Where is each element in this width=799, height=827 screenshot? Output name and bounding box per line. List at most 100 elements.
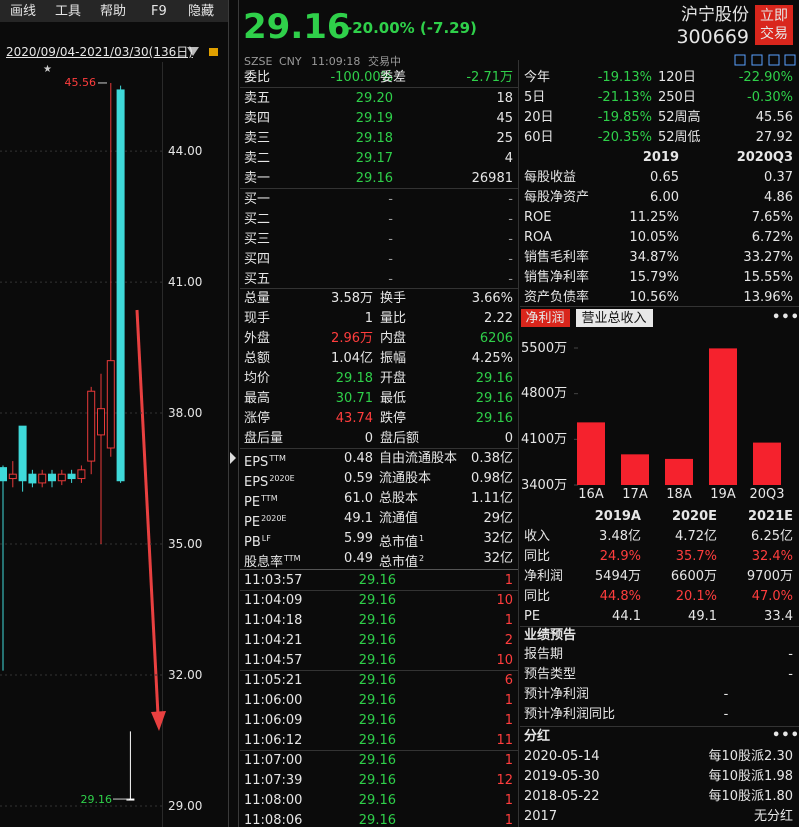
field-label: 内盘 [380, 330, 407, 346]
currency: CNY [279, 54, 302, 68]
toolbar-item[interactable]: 画线 [10, 3, 37, 19]
field-label: 每股收益 [524, 169, 577, 185]
tab-active[interactable]: 净利润 [525, 310, 565, 326]
edit-icon[interactable] [734, 54, 746, 66]
field-value: 5494万 [594, 568, 641, 584]
more-menu[interactable]: ••• [772, 728, 799, 743]
divider [240, 448, 518, 449]
field-value: 1.04亿 [331, 350, 373, 366]
field-value: -0.30% [747, 89, 793, 105]
y-tick-label: 5500万 [521, 340, 568, 356]
field-value: 27.92 [755, 129, 793, 145]
share-icon[interactable] [768, 54, 780, 66]
add-icon[interactable] [784, 54, 796, 66]
trade-volume: 1 [504, 812, 513, 827]
trade-volume: 1 [504, 712, 513, 728]
field-value: - [723, 686, 729, 702]
trade-price: 29.16 [358, 612, 396, 628]
y-tick-label: 35.00 [168, 537, 203, 552]
tab-bg-active[interactable] [521, 309, 570, 327]
book-level: 买三 [244, 231, 271, 247]
annotation-arrowhead [151, 711, 166, 731]
panel-border [238, 0, 239, 827]
divider [240, 288, 518, 289]
field-label: 委差 [380, 69, 407, 85]
candle-body [0, 467, 7, 482]
field-label: 同比 [524, 588, 551, 604]
field-value: 24.9% [599, 548, 641, 564]
y-tick-label: 4100万 [521, 431, 568, 447]
field-label: 量比 [380, 310, 407, 326]
trade-time: 11:04:21 [244, 632, 303, 648]
field-label: PE [524, 608, 541, 624]
more-menu[interactable]: ••• [772, 310, 799, 325]
book-price: 29.20 [355, 90, 393, 106]
trade-time: 11:06:09 [244, 712, 303, 728]
trade-price: 29.16 [358, 772, 396, 788]
field-value: -21.13% [597, 89, 652, 105]
field-value: 7.65% [751, 209, 793, 225]
field-label: PBLF [244, 533, 271, 550]
field-value: -2.71万 [466, 69, 513, 85]
field-label: PETTM [244, 493, 278, 510]
book-level: 买一 [244, 191, 271, 207]
book-level: 卖三 [244, 130, 271, 146]
book-price: 29.17 [355, 150, 393, 166]
field-value: 0.37 [764, 169, 793, 185]
date-range[interactable]: 2020/09/04-2021/03/30(136日) [6, 45, 193, 59]
candle-body [57, 473, 66, 482]
trade-price: 29.16 [358, 632, 396, 648]
book-level: 买五 [244, 271, 271, 287]
trade-button[interactable]: 立即 [760, 8, 788, 24]
trade-volume: 1 [504, 612, 513, 628]
book-price: - [388, 211, 393, 227]
field-label: 报告期 [524, 646, 564, 662]
trade-price: 29.16 [358, 572, 396, 588]
book-volume: 4 [504, 150, 513, 166]
trade-price: 29.16 [358, 712, 396, 728]
trade-button-bg[interactable] [755, 5, 793, 45]
field-value: 2.96万 [331, 330, 373, 346]
y-tick-label: 41.00 [168, 275, 203, 290]
column-header: 2019A [594, 508, 641, 524]
toolbar-item[interactable]: 隐藏 [188, 3, 215, 19]
toolbar-item[interactable]: 帮助 [100, 3, 127, 19]
dividend-plan: 无分红 [753, 808, 793, 824]
lock-icon[interactable] [209, 48, 218, 56]
divider [520, 306, 799, 307]
field-value: 32.4% [751, 548, 793, 564]
trade-price: 29.16 [358, 672, 396, 688]
section-title: 分红 [524, 728, 551, 744]
y-tick-label: 38.00 [168, 406, 203, 421]
x-tick-label: 18A [666, 486, 692, 502]
field-value: 4.25% [471, 350, 513, 366]
field-label: 预计净利润同比 [524, 706, 616, 722]
field-value: 20.1% [675, 588, 717, 604]
star-marker: ★ [43, 64, 52, 75]
field-label: 换手 [380, 290, 407, 306]
bar [709, 348, 737, 485]
alert-icon[interactable] [751, 54, 763, 66]
field-value: 47.0% [751, 588, 793, 604]
dropdown-icon[interactable] [187, 47, 199, 56]
field-label: 现手 [244, 310, 271, 326]
field-value: - [788, 666, 793, 682]
toolbar-item[interactable]: F9 [151, 3, 167, 19]
collapse-icon[interactable] [230, 452, 236, 464]
field-label: 委比 [244, 69, 271, 85]
candle-body [28, 473, 37, 484]
tab-bg[interactable] [576, 309, 653, 327]
field-label: 销售净利率 [524, 269, 590, 285]
candle-body [18, 425, 27, 482]
trade-button[interactable]: 交易 [760, 26, 788, 42]
field-value: 43.74 [335, 410, 373, 426]
toolbar-item[interactable]: 工具 [55, 3, 82, 19]
candle-body [48, 473, 56, 482]
price-change: -20.00% (-7.29) [346, 18, 477, 37]
field-value: 33.4 [764, 608, 793, 624]
trade-time: 11:07:39 [244, 772, 303, 788]
tab[interactable]: 营业总收入 [581, 310, 647, 326]
field-label-sup: LF [261, 533, 271, 543]
